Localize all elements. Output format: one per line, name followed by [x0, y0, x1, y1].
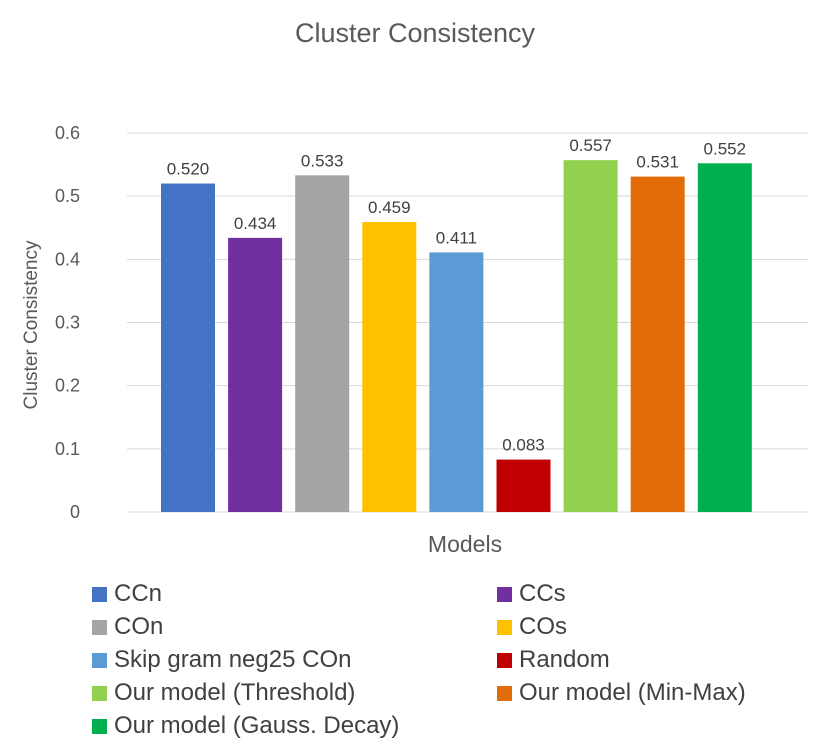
- bar-4: [429, 252, 484, 512]
- legend-label: Our model (Threshold): [114, 679, 356, 706]
- legend-label: CCn: [114, 580, 163, 607]
- legend-swatch: [92, 586, 107, 602]
- bar-7: [630, 176, 685, 512]
- y-axis-title: Cluster Consistency: [21, 240, 42, 409]
- bar-6: [563, 160, 618, 512]
- x-axis-title: Models: [428, 531, 502, 557]
- legend-swatch: [497, 619, 512, 635]
- data-labels: 0.520 0.434 0.533 0.459 0.411 0.083 0.557 0.531…: [167, 136, 746, 454]
- y-tick-label: 0.2: [55, 376, 80, 396]
- data-label-7: 0.531: [636, 153, 679, 172]
- y-tick-label: 0.5: [55, 186, 80, 206]
- legend-label: Skip gram neg25 COn: [114, 646, 352, 673]
- legend-swatch: [497, 586, 512, 602]
- legend-label: Our model (Gauss. Decay): [114, 712, 400, 739]
- legend-item-0: CCn: [92, 578, 162, 610]
- bar-chart: 0 0.1 0.2 0.3 0.4 0.5 0.6 0.520 0.434 0.533 0.459…: [21, 123, 808, 557]
- legend-item-8: Our model (Gauss. Decay): [92, 710, 399, 742]
- y-tick-label: 0.6: [55, 123, 80, 143]
- legend-swatch: [92, 718, 107, 734]
- legend-label: COn: [114, 613, 164, 640]
- bar-8: [697, 163, 752, 512]
- legend-item-7: Our model (Min-Max): [497, 677, 746, 709]
- legend-item-2: COn: [92, 611, 163, 643]
- data-label-1: 0.434: [234, 214, 277, 233]
- bar-3: [362, 222, 417, 512]
- bar-2: [295, 175, 350, 513]
- legend-swatch: [92, 652, 107, 668]
- legend-item-1: CCs: [497, 578, 566, 610]
- legend-label: Random: [519, 646, 610, 673]
- legend-swatch: [497, 685, 512, 701]
- y-tick-label: 0.4: [55, 249, 80, 269]
- bars: [161, 160, 752, 513]
- legend-item-5: Random: [497, 644, 610, 676]
- bar-0: [161, 183, 215, 513]
- y-tick-label: 0: [70, 502, 80, 522]
- legend-item-6: Our model (Threshold): [92, 677, 355, 709]
- data-label-2: 0.533: [301, 151, 344, 170]
- legend-item-4: Skip gram neg25 COn: [92, 644, 351, 676]
- legend-label: Our model (Min-Max): [519, 679, 746, 706]
- data-label-0: 0.520: [167, 160, 210, 179]
- bar-5: [496, 459, 551, 512]
- legend-swatch: [497, 652, 512, 668]
- legend-swatch: [92, 619, 107, 635]
- legend-item-3: COs: [497, 611, 567, 643]
- data-label-4: 0.411: [436, 228, 477, 247]
- data-label-3: 0.459: [368, 198, 411, 217]
- data-label-5: 0.083: [502, 436, 545, 455]
- data-label-8: 0.552: [704, 139, 747, 158]
- y-tick-label: 0.3: [55, 313, 80, 333]
- chart-title: Cluster Consistency: [294, 18, 536, 48]
- legend-label: CCs: [519, 580, 566, 607]
- data-label-6: 0.557: [569, 136, 612, 155]
- y-axis-ticks: 0 0.1 0.2 0.3 0.4 0.5 0.6: [55, 123, 80, 522]
- legend-swatch: [92, 685, 107, 701]
- y-tick-label: 0.1: [55, 439, 80, 459]
- bar-1: [228, 237, 283, 512]
- legend-label: COs: [519, 613, 567, 640]
